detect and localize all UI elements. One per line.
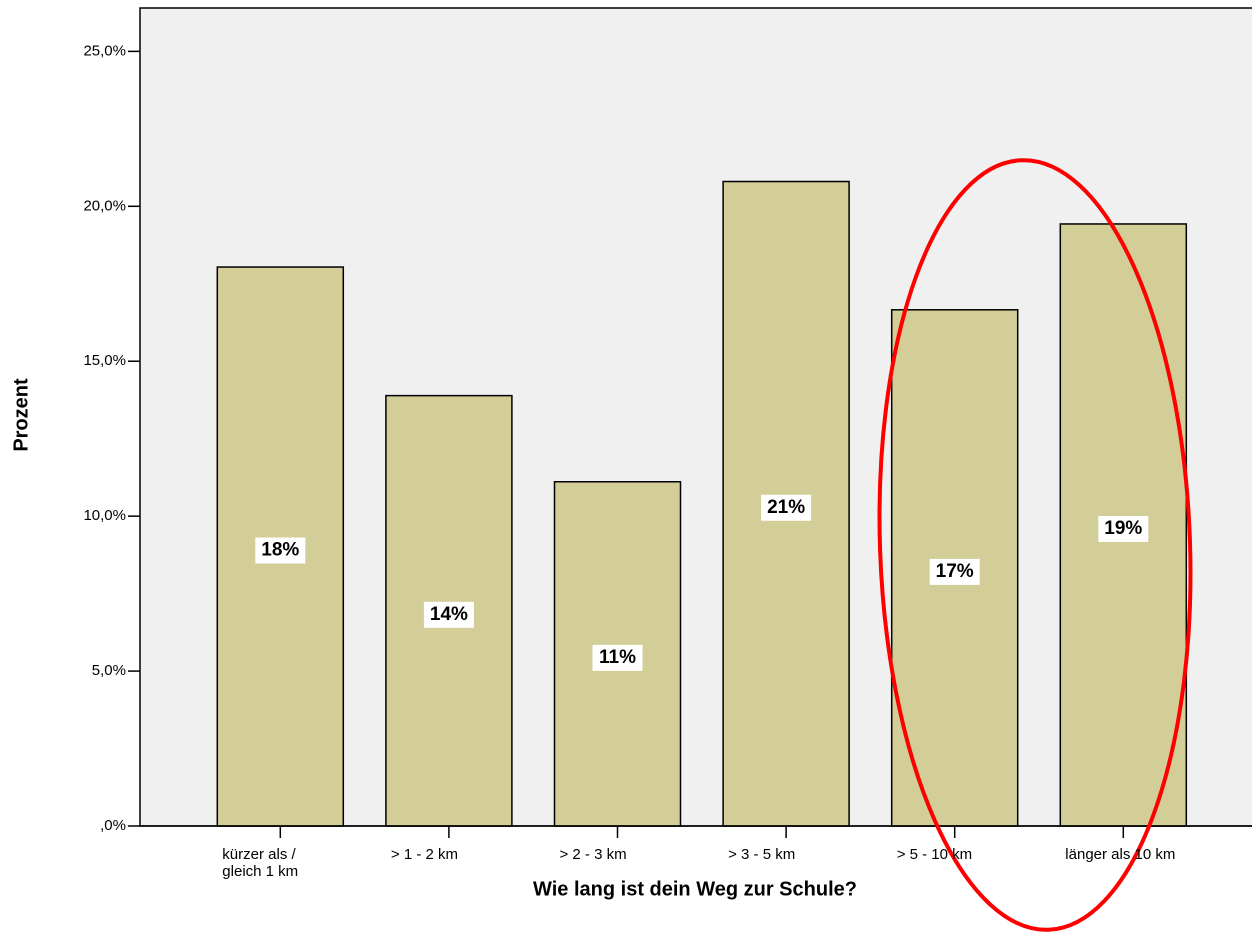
x-axis-title: Wie lang ist dein Weg zur Schule?: [533, 878, 857, 900]
value-label: 11%: [599, 647, 636, 668]
x-tick-label: länger als 10 km: [1065, 846, 1176, 863]
value-label-bg: [1098, 515, 1149, 542]
value-label: 14%: [430, 604, 468, 625]
value-label-bg: [423, 601, 474, 628]
x-tick-label: > 5 - 10 km: [896, 846, 973, 863]
annotation-ellipse: [877, 158, 1193, 932]
value-label: 19%: [1104, 518, 1142, 539]
value-label-bg: [929, 558, 980, 585]
x-tick-label: > 2 - 3 km: [559, 846, 627, 863]
y-tick-label: 5,0%: [92, 662, 126, 679]
x-tick-label: > 1 - 2 km: [390, 846, 458, 863]
y-tick-label: ,0%: [100, 817, 126, 834]
y-tick-label: 15,0%: [83, 352, 126, 369]
x-tick-label: kürzer als / gleich 1 km: [222, 846, 299, 880]
y-tick-label: 25,0%: [83, 42, 126, 59]
x-tick-label: > 3 - 5 km: [728, 846, 796, 863]
y-tick-label: 20,0%: [83, 197, 126, 214]
value-label-bg: [255, 537, 306, 564]
value-label: 18%: [261, 540, 299, 561]
y-tick-label: 10,0%: [83, 507, 126, 524]
y-axis-title: Prozent: [10, 378, 32, 452]
value-label-bg: [592, 644, 643, 671]
value-label: 17%: [936, 561, 974, 582]
value-label: 21%: [767, 497, 805, 518]
value-label-bg: [761, 494, 812, 521]
